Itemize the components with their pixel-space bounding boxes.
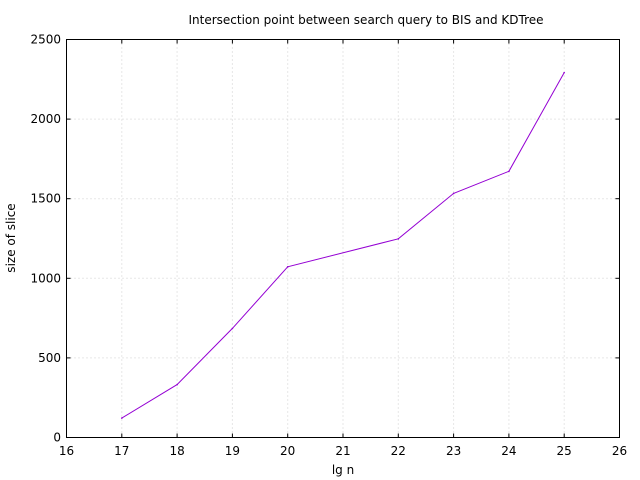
data-point — [176, 383, 178, 386]
chart-title: Intersection point between search query … — [188, 13, 543, 27]
data-point — [121, 417, 123, 419]
y-tick-label: 2000 — [30, 112, 61, 126]
x-tick-label: 21 — [335, 444, 350, 458]
x-tick-label: 22 — [391, 444, 406, 458]
x-tick-label: 18 — [169, 444, 184, 458]
y-tick-label: 1500 — [30, 192, 61, 206]
y-tick-label: 2500 — [30, 33, 61, 47]
y-axis-label: size of slice — [4, 203, 18, 272]
series-line-0 — [121, 72, 565, 419]
x-tick-label: 16 — [59, 444, 74, 458]
data-point — [563, 71, 565, 74]
x-tick-label: 24 — [501, 444, 516, 458]
plot-frame — [66, 39, 620, 438]
y-tick-label: 500 — [38, 351, 61, 365]
data-point — [452, 192, 455, 195]
x-tick-label: 19 — [225, 444, 240, 458]
x-tick-label: 25 — [557, 444, 572, 458]
x-tick-label: 17 — [114, 444, 129, 458]
data-point — [397, 238, 400, 240]
data-point — [231, 327, 234, 330]
data-point — [286, 266, 289, 268]
x-tick-label: 26 — [612, 444, 627, 458]
x-tick-label: 20 — [280, 444, 295, 458]
grid — [66, 39, 620, 438]
ticks: 16 17 18 19 20 21 22 23 24 25 26 0 500 1000 1500 2000 25… — [30, 33, 627, 459]
y-tick-label: 0 — [53, 431, 61, 445]
data-point — [508, 170, 510, 173]
x-tick-label: 23 — [446, 444, 461, 458]
series-layer — [121, 71, 565, 419]
x-axis-label: lg n — [332, 463, 354, 477]
y-tick-label: 1000 — [30, 271, 61, 285]
